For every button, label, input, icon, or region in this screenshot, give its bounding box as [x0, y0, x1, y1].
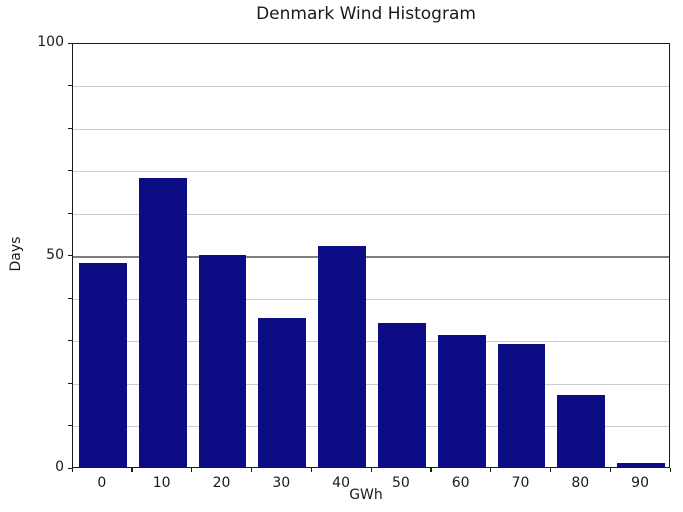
gridline-minor [73, 128, 669, 130]
y-tick-label: 50 [46, 246, 64, 263]
y-axis-tick [68, 467, 72, 469]
x-axis-tick [250, 468, 253, 472]
gridline-minor [73, 213, 669, 215]
x-axis-tick [310, 468, 312, 472]
gridline-minor [73, 426, 669, 427]
x-axis-tick [609, 468, 611, 472]
bar [497, 343, 546, 467]
gridline-minor [73, 298, 669, 300]
x-tick-label: 80 [571, 475, 590, 491]
x-tick-label: 10 [152, 475, 171, 491]
x-tick-label: 40 [332, 475, 350, 491]
y-axis-tick [68, 340, 72, 342]
bar [437, 335, 486, 467]
x-axis-tick [669, 468, 671, 472]
gridline-minor [73, 383, 669, 385]
y-axis-tick [68, 127, 72, 129]
y-axis-tick [68, 297, 72, 299]
bar [377, 322, 426, 467]
x-axis-tick [549, 468, 552, 472]
bar [138, 178, 187, 467]
gridline-minor [73, 341, 669, 342]
y-axis-tick [68, 255, 72, 257]
chart-title: Denmark Wind Histogram [256, 4, 476, 24]
x-tick-label: 0 [97, 475, 107, 491]
x-tick-label: 30 [272, 475, 291, 491]
gridline-minor [73, 171, 669, 172]
plot-area [72, 43, 670, 468]
x-tick-label: 20 [212, 475, 231, 491]
y-axis-tick [68, 212, 72, 214]
x-tick-label: 50 [391, 475, 410, 491]
gridline-major [73, 255, 669, 258]
x-axis-tick [191, 468, 193, 472]
bar [318, 246, 366, 467]
y-axis-tick [68, 425, 72, 427]
y-axis-tick [68, 170, 72, 172]
y-tick-label: 0 [55, 459, 64, 475]
x-axis-tick [71, 468, 73, 472]
y-axis-tick [68, 382, 72, 384]
x-axis-label: GWh [349, 487, 383, 503]
x-axis-tick [490, 468, 492, 472]
bar [258, 318, 307, 467]
bar [78, 263, 127, 467]
x-tick-label: 60 [451, 475, 470, 491]
x-axis-tick [430, 468, 432, 472]
y-tick-label: 100 [37, 34, 64, 50]
x-tick-label: 90 [631, 475, 649, 491]
x-tick-label: 70 [511, 475, 530, 491]
y-axis-tick [68, 85, 72, 87]
x-axis-tick [131, 468, 133, 472]
x-axis-tick [370, 468, 372, 472]
y-axis-tick [68, 42, 72, 44]
gridline-minor [73, 86, 669, 87]
bar [617, 462, 665, 467]
bar [557, 394, 606, 467]
bar [198, 254, 247, 467]
